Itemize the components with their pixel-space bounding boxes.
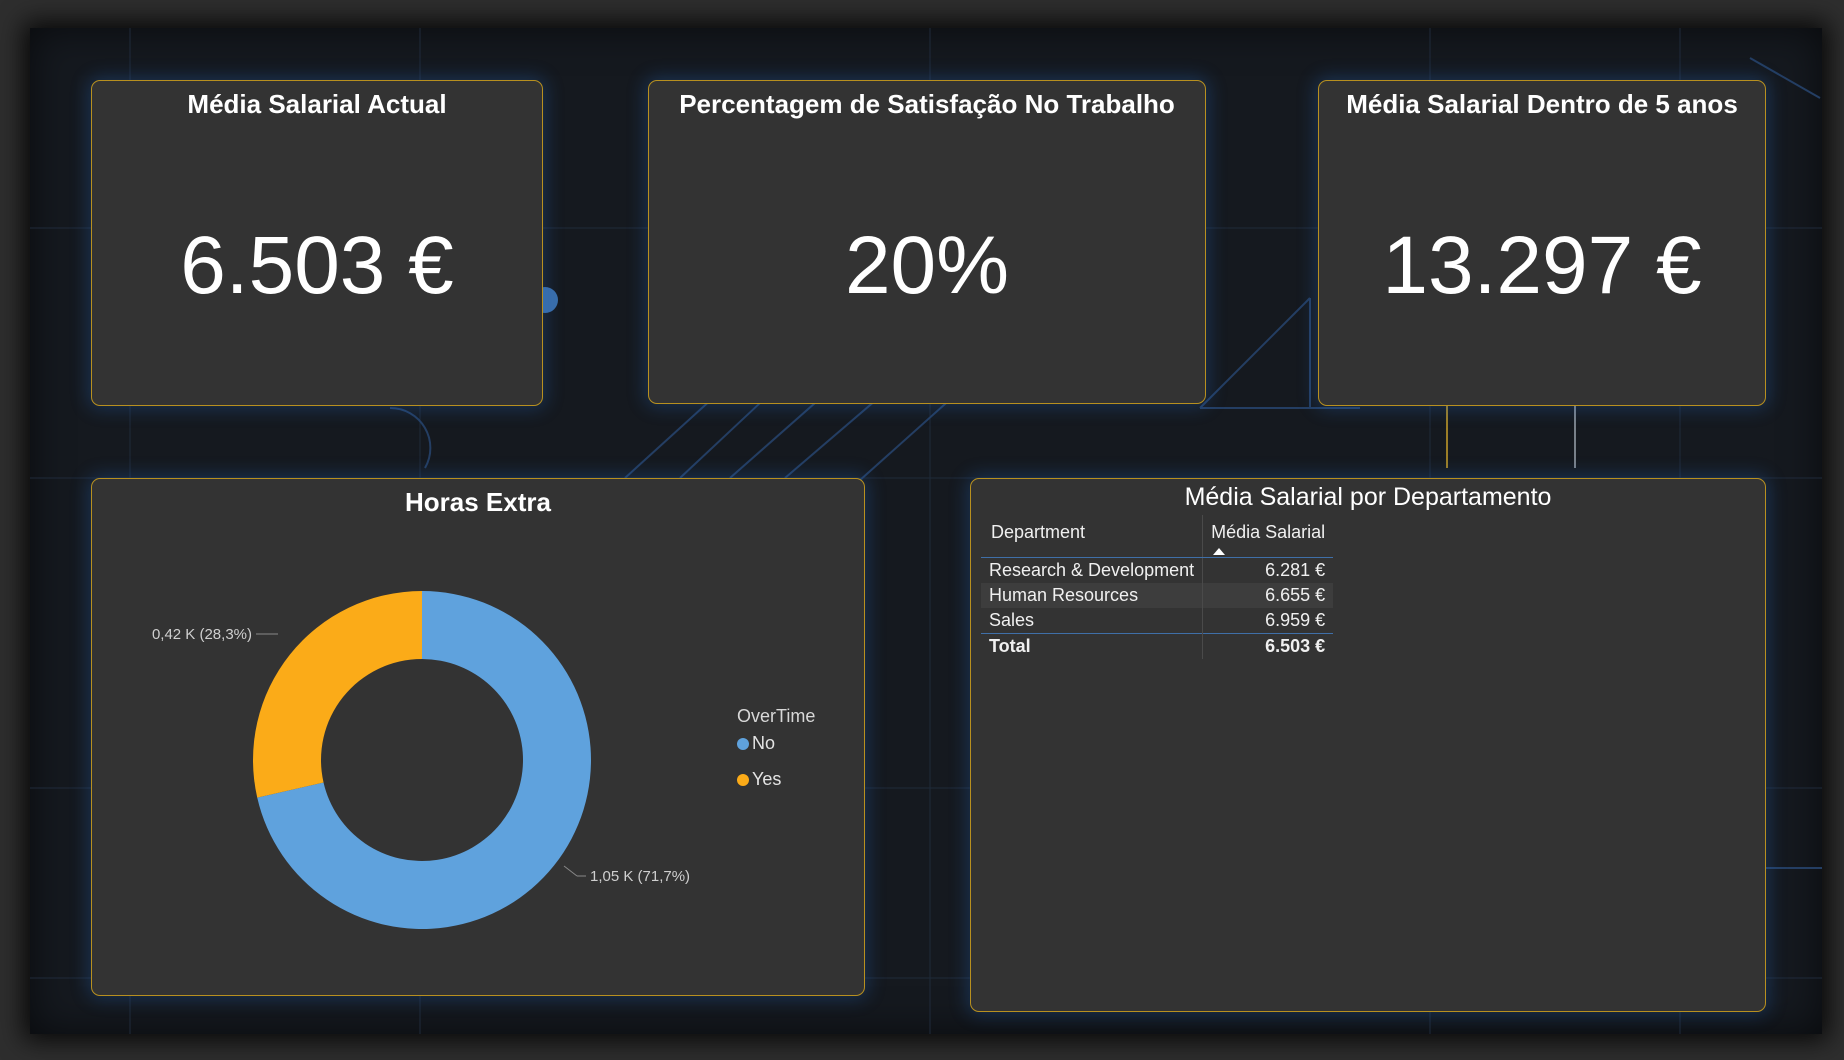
cell-salary: 6.959 €	[1202, 608, 1334, 634]
kpi-value: 13.297 €	[1382, 220, 1702, 311]
table-row[interactable]: Human Resources 6.655 €	[981, 583, 1334, 608]
table-total-row: Total 6.503 €	[981, 633, 1334, 659]
data-label-yes: 0,42 K (28,3%)	[152, 626, 252, 643]
legend-item-no[interactable]: No	[737, 733, 775, 754]
kpi-title: Percentagem de Satisfação No Trabalho	[679, 89, 1175, 119]
kpi-card-job-satisfaction[interactable]: Percentagem de Satisfação No Trabalho 20…	[648, 80, 1206, 404]
data-label-no: 1,05 K (71,7%)	[590, 868, 690, 885]
legend-label: Yes	[752, 769, 782, 789]
overtime-donut-chart: 0,42 K (28,3%) 1,05 K (71,7%)	[152, 591, 690, 929]
table-header-row: Department Média Salarial	[981, 515, 1334, 558]
report-canvas: Média Salarial Actual 6.503 € Percentage…	[30, 28, 1822, 1034]
kpi-card-current-salary[interactable]: Média Salarial Actual 6.503 €	[91, 80, 543, 406]
legend-item-yes[interactable]: Yes	[737, 769, 781, 790]
cell-total-salary: 6.503 €	[1202, 633, 1334, 659]
kpi-title: Média Salarial Dentro de 5 anos	[1346, 89, 1738, 119]
cell-salary: 6.655 €	[1202, 583, 1334, 608]
department-salary-card[interactable]: Média Salarial por Departamento Departme…	[970, 478, 1766, 1012]
legend-title: OverTime	[737, 706, 816, 726]
table-row[interactable]: Research & Development 6.281 €	[981, 557, 1334, 583]
cell-total-label: Total	[981, 633, 1203, 659]
column-header-department[interactable]: Department	[981, 515, 1203, 558]
kpi-title: Média Salarial Actual	[187, 89, 447, 119]
cell-department: Sales	[989, 610, 1035, 630]
kpi-value: 20%	[844, 220, 1010, 311]
cell-salary: 6.281 €	[1202, 557, 1334, 583]
kpi-card-salary-5-years[interactable]: Média Salarial Dentro de 5 anos 13.297 €	[1318, 80, 1766, 406]
legend-dot-no	[737, 737, 749, 750]
column-header-label: Média Salarial	[1211, 521, 1326, 542]
donut-slice-yes[interactable]	[253, 591, 422, 798]
sort-ascending-icon	[1213, 548, 1226, 555]
kpi-value: 6.503 €	[180, 220, 454, 311]
donut-slice-no[interactable]	[257, 591, 591, 929]
column-header-salary[interactable]: Média Salarial	[1202, 515, 1334, 558]
table-row[interactable]: Sales 6.959 €	[981, 608, 1334, 634]
table-title: Média Salarial por Departamento	[1184, 483, 1552, 511]
legend-dot-yes	[737, 773, 749, 786]
chart-title: Horas Extra	[405, 487, 551, 517]
overtime-chart-card[interactable]: Horas Extra 0,42 K (28,3%) 1,05 K (71,7%…	[91, 478, 865, 996]
cell-department: Research & Development	[989, 560, 1195, 580]
department-salary-table: Department Média Salarial Research & Dev…	[981, 515, 1334, 659]
legend-label: No	[752, 733, 776, 753]
cell-department: Human Resources	[981, 583, 1203, 608]
